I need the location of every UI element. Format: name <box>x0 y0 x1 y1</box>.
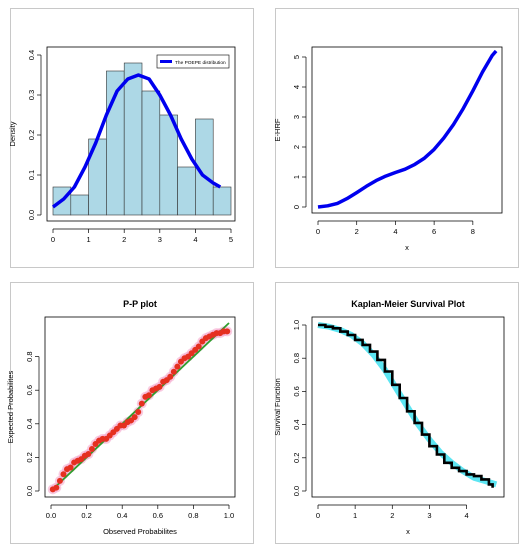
y-tick-label: 0.2 <box>25 452 34 462</box>
y-tick-label: 0.8 <box>25 351 34 361</box>
y-tick-label: 0.8 <box>292 353 301 363</box>
y-tick-label: 0.4 <box>25 419 34 429</box>
y-tick-label: 0.6 <box>292 386 301 396</box>
y-tick-label: 5 <box>292 55 301 59</box>
x-tick-label: 2 <box>122 235 126 244</box>
ehrf-panel: 0 2 4 6 8 0 1 2 3 4 5 x E-HRF <box>275 8 519 268</box>
plot-frame <box>312 47 502 213</box>
y-tick-label: 2 <box>292 145 301 149</box>
pp-point <box>157 384 163 390</box>
x-tick-label: 0 <box>51 235 55 244</box>
x-tick-label: 1 <box>353 511 357 520</box>
x-tick-label: 8 <box>471 227 475 236</box>
y-axis-label: Survival Function <box>273 378 282 436</box>
x-tick-label: 0.8 <box>188 511 198 520</box>
pp-point <box>171 369 177 375</box>
y-tick-label: 0.1 <box>27 170 36 180</box>
x-tick-label: 6 <box>432 227 436 236</box>
x-tick-label: 5 <box>229 235 233 244</box>
pp-point <box>132 414 138 420</box>
pp-point <box>57 478 63 484</box>
pp-point <box>196 344 202 350</box>
y-tick-label: 3 <box>292 115 301 119</box>
y-tick-label: 0.2 <box>27 130 36 140</box>
x-tick-label: 3 <box>158 235 162 244</box>
reference-line <box>51 323 229 491</box>
x-tick-label: 1.0 <box>224 511 234 520</box>
x-axis-label: Observed Probabilites <box>103 527 177 536</box>
pp-point <box>174 364 180 370</box>
chart-title: P-P plot <box>123 299 157 309</box>
x-tick-label: 4 <box>193 235 197 244</box>
x-axis-label: x <box>405 243 409 252</box>
histogram-bar <box>124 63 142 215</box>
pp-point <box>53 485 59 491</box>
histogram-bar <box>71 195 89 215</box>
histogram-bar <box>142 91 160 215</box>
histogram-bar <box>178 167 196 215</box>
y-tick-label: 0.2 <box>292 453 301 463</box>
histogram-bar <box>213 187 231 215</box>
y-tick-label: 0.3 <box>27 90 36 100</box>
histogram-density-chart: 0 1 2 3 4 5 0.0 0.1 0.2 0.3 0.4 Density The POEPE di… <box>11 9 255 269</box>
x-tick-label: 0.6 <box>153 511 163 520</box>
y-tick-label: 0.6 <box>25 385 34 395</box>
y-tick-label: 0.0 <box>292 486 301 496</box>
pp-point <box>60 471 66 477</box>
y-tick-label: 0.4 <box>292 419 301 429</box>
pp-point <box>68 464 74 470</box>
x-tick-label: 3 <box>427 511 431 520</box>
y-tick-label: 0.0 <box>25 486 34 496</box>
histogram-density-panel: 0 1 2 3 4 5 0.0 0.1 0.2 0.3 0.4 Density The POEPE di… <box>10 8 254 268</box>
x-tick-label: 0 <box>316 227 320 236</box>
y-tick-label: 4 <box>292 85 301 89</box>
pp-point <box>167 374 173 380</box>
histogram-bar <box>160 115 178 215</box>
pp-plot-chart: 0.0 0.2 0.4 0.6 0.8 1.0 0.0 0.2 0.4 0.6 0.8 Observe… <box>11 283 255 545</box>
pp-point <box>135 409 141 415</box>
x-tick-label: 2 <box>355 227 359 236</box>
pp-point <box>89 446 95 452</box>
legend-label: The POEPE distribution <box>175 60 226 66</box>
y-axis-label: E-HRF <box>273 118 282 141</box>
pp-point <box>146 392 152 398</box>
x-tick-label: 0.2 <box>81 511 91 520</box>
x-tick-label: 2 <box>390 511 394 520</box>
km-survival-panel: 0 1 2 3 4 0.0 0.2 0.4 0.6 0.8 1.0 x Survival Functio… <box>275 282 519 544</box>
y-tick-label: 0 <box>292 205 301 209</box>
x-tick-label: 0.0 <box>46 511 56 520</box>
pp-point <box>85 451 91 457</box>
ehrf-line-chart: 0 2 4 6 8 0 1 2 3 4 5 x E-HRF <box>276 9 520 269</box>
ehrf-curve <box>318 51 496 207</box>
y-axis-label: Expected Probabilites <box>6 370 15 443</box>
x-tick-label: 0 <box>316 511 320 520</box>
x-axis-label: x <box>406 527 410 536</box>
x-tick-label: 4 <box>393 227 397 236</box>
y-tick-label: 1 <box>292 175 301 179</box>
pp-plot-panel: 0.0 0.2 0.4 0.6 0.8 1.0 0.0 0.2 0.4 0.6 0.8 Observe… <box>10 282 254 544</box>
y-axis-label: Density <box>8 121 17 146</box>
x-tick-label: 1 <box>87 235 91 244</box>
x-tick-label: 0.4 <box>117 511 127 520</box>
y-tick-label: 0.4 <box>27 50 36 60</box>
y-tick-label: 1.0 <box>292 320 301 330</box>
pp-point <box>139 401 145 407</box>
chart-title: Kaplan-Meier Survival Plot <box>351 299 465 309</box>
km-survival-chart: 0 1 2 3 4 0.0 0.2 0.4 0.6 0.8 1.0 x Survival Functio… <box>276 283 520 545</box>
y-tick-label: 0.0 <box>27 210 36 220</box>
x-tick-label: 4 <box>464 511 468 520</box>
pp-point <box>224 328 230 334</box>
